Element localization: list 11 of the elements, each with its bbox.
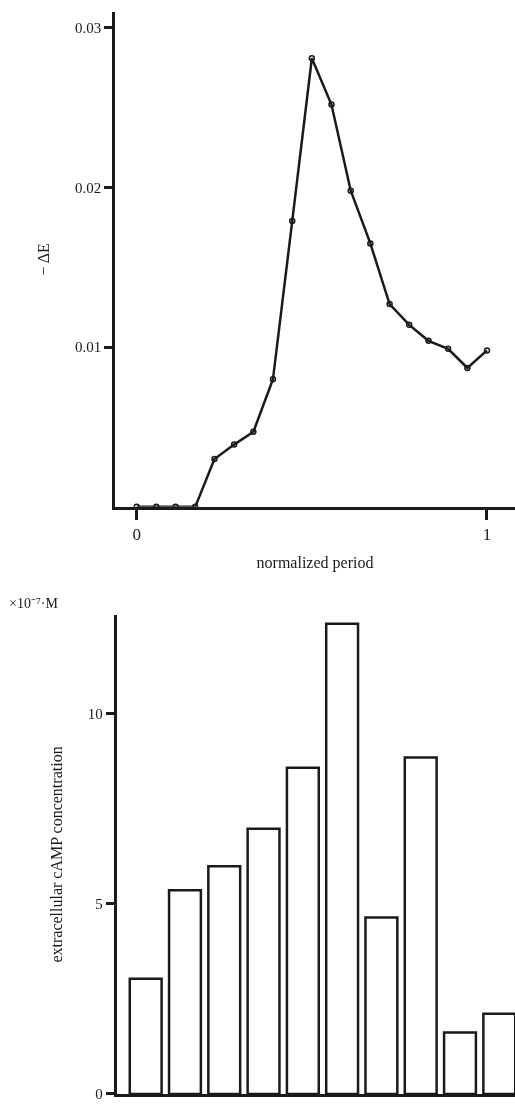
x-axis-title: normalized period — [256, 553, 374, 572]
y-tick-label: 0 — [95, 1086, 103, 1103]
y-tick-label: 10 — [87, 706, 103, 723]
y-tick-label: 0.02 — [75, 179, 102, 196]
text: ×10⁻⁷·M — [9, 596, 59, 611]
x-tick-label: 1 — [482, 525, 492, 544]
y-tick-label: 5 — [95, 896, 103, 913]
y-tick-label: 0.03 — [75, 20, 102, 37]
y-axis-title: − ΔE — [34, 243, 52, 276]
y-axis-title: extracellular cAMP concentration — [47, 746, 65, 963]
y-tick-label: 0.01 — [75, 339, 102, 356]
